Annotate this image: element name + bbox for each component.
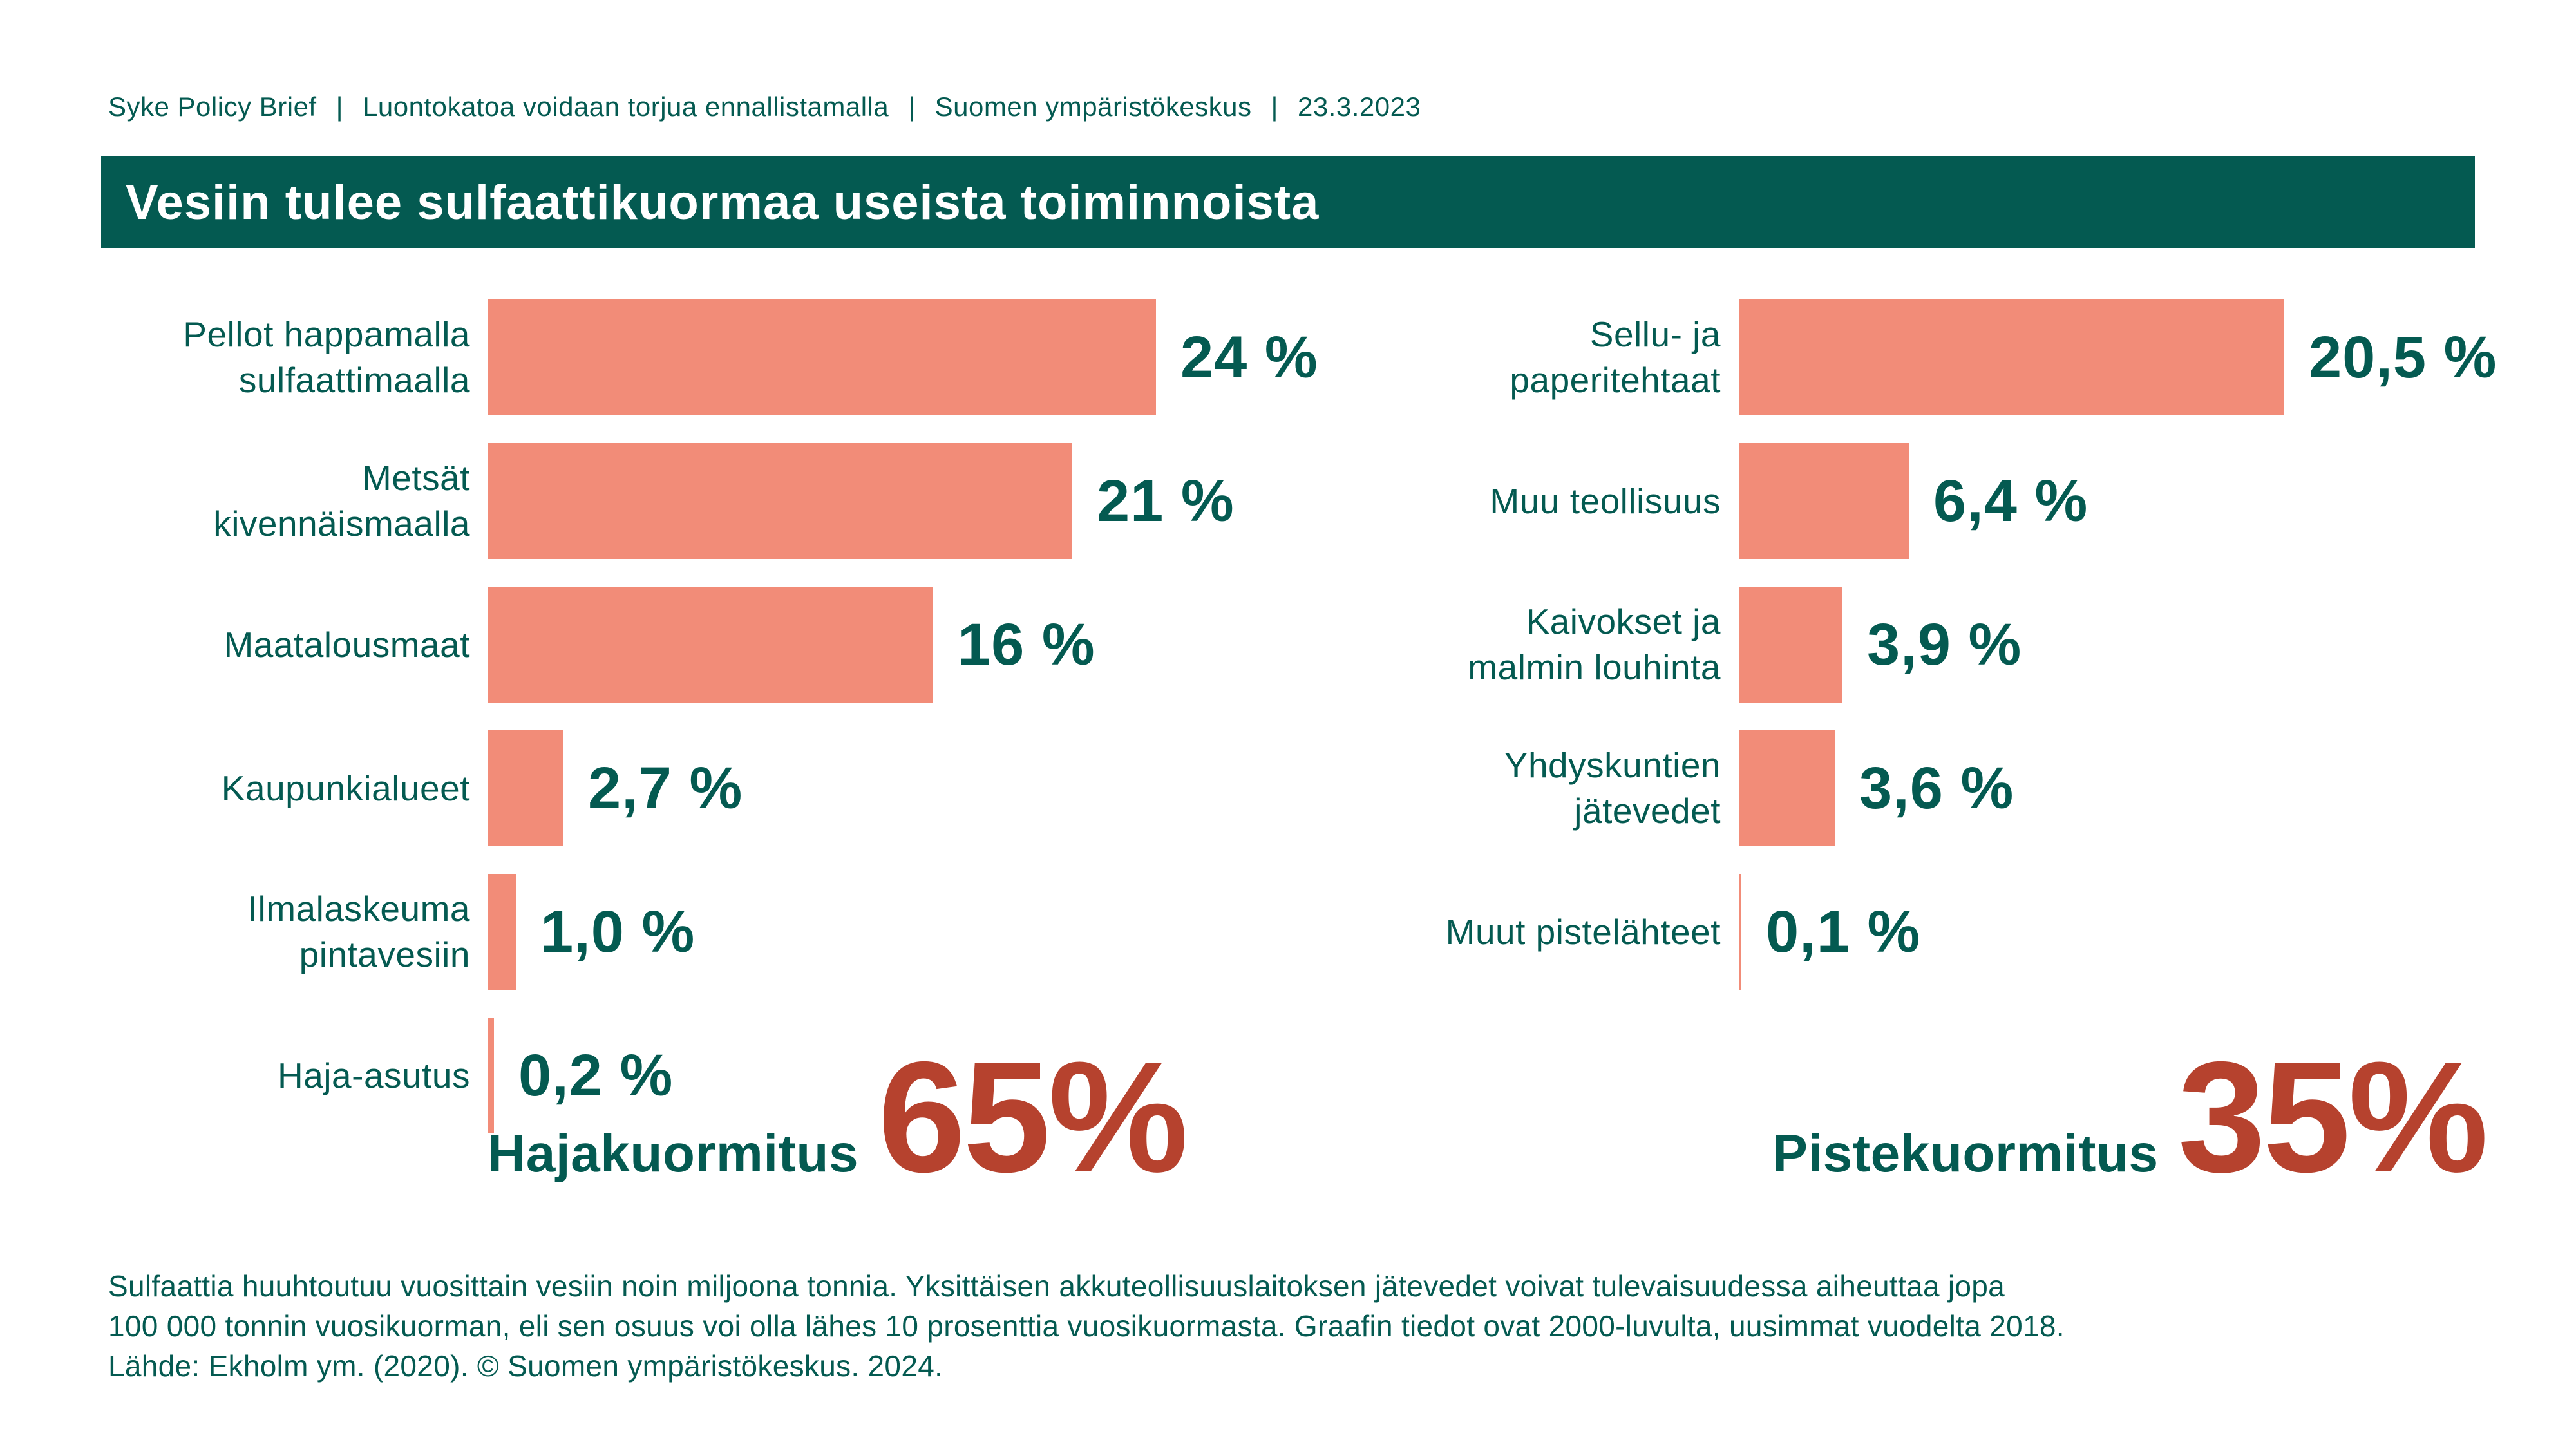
category-label: Ilmalaskeuma pintavesiin — [247, 889, 470, 974]
total-value-pistekuormitus: 35% — [2177, 1028, 2488, 1205]
bar — [488, 443, 1072, 559]
category-label: Yhdyskuntien jätevedet — [1504, 745, 1721, 831]
chart-row: Kaivokset ja malmin louhinta 3,9 % — [1391, 587, 2497, 703]
page-title: Vesiin tulee sulfaattikuormaa useista to… — [126, 175, 1320, 230]
total-label-pistekuormitus: Pistekuormitus — [1772, 1124, 2159, 1183]
chart-row: Metsät kivennäismaalla 21 % — [106, 443, 1318, 559]
value-label: 6,4 % — [1933, 468, 2088, 534]
value-label: 0,2 % — [518, 1042, 674, 1108]
value-label: 0,1 % — [1766, 898, 1921, 965]
value-label: 3,9 % — [1867, 611, 2022, 677]
chart-row: Pellot happamalla sulfaattimaalla 24 % — [106, 299, 1318, 415]
bar — [1739, 587, 1842, 703]
total-value-hajakuormitus: 65% — [878, 1028, 1188, 1205]
total-hajakuormitus: Hajakuormitus 65% — [488, 1028, 1188, 1205]
chart-row: Muut pistelähteet 0,1 % — [1391, 874, 2497, 990]
category-label: Kaivokset ja malmin louhinta — [1468, 601, 1721, 687]
chart-row: Ilmalaskeuma pintavesiin 1,0 % — [106, 874, 1318, 990]
total-label-hajakuormitus: Hajakuormitus — [488, 1124, 859, 1183]
bar — [488, 874, 516, 990]
bar — [488, 299, 1156, 415]
bar — [1739, 443, 1909, 559]
value-label: 21 % — [1097, 468, 1235, 534]
meta-segment: Syke Policy Brief — [108, 91, 317, 122]
category-label: Maatalousmaat — [223, 624, 470, 665]
category-label: Kaupunkialueet — [221, 768, 470, 808]
bar — [488, 730, 564, 846]
footer-line: 100 000 tonnin vuosikuorman, eli sen osu… — [108, 1309, 2065, 1343]
footer-line: Lähde: Ekholm ym. (2020). © Suomen ympär… — [108, 1349, 943, 1383]
meta-segment: Luontokatoa voidaan torjua ennallistamal… — [363, 91, 889, 122]
meta-segment: 23.3.2023 — [1297, 91, 1421, 122]
category-label: Sellu- ja paperitehtaat — [1510, 314, 1721, 400]
chart-row: Kaupunkialueet 2,7 % — [106, 730, 1318, 846]
category-label: Pellot happamalla sulfaattimaalla — [183, 314, 470, 400]
title-banner: Vesiin tulee sulfaattikuormaa useista to… — [101, 156, 2475, 248]
value-label: 16 % — [958, 611, 1095, 677]
category-label: Haja-asutus — [278, 1055, 470, 1095]
document-meta-header: Syke Policy Brief | Luontokatoa voidaan to… — [108, 91, 1421, 122]
footer-caption: Sulfaattia huuhtoutuu vuosittain vesiin … — [108, 1266, 2491, 1386]
value-label: 2,7 % — [588, 755, 743, 821]
chart-row: Maatalousmaat 16 % — [106, 587, 1318, 703]
chart-row: Muu teollisuus 6,4 % — [1391, 443, 2497, 559]
bar — [1739, 874, 1741, 990]
chart-row: Sellu- ja paperitehtaat 20,5 % — [1391, 299, 2497, 415]
chart-hajakuormitus: Pellot happamalla sulfaattimaalla 24 % Met… — [106, 299, 1318, 1161]
value-label: 20,5 % — [2309, 324, 2497, 390]
footer-line: Sulfaattia huuhtoutuu vuosittain vesiin … — [108, 1269, 2005, 1303]
category-label: Muut pistelähteet — [1445, 911, 1721, 952]
chart-pistekuormitus: Sellu- ja paperitehtaat 20,5 % Muu teollis… — [1391, 299, 2497, 1018]
bar — [1739, 299, 2284, 415]
meta-separator: | — [908, 91, 916, 122]
category-label: Metsät kivennäismaalla — [213, 458, 470, 544]
value-label: 1,0 % — [540, 898, 696, 965]
meta-separator: | — [1271, 91, 1278, 122]
bar — [488, 587, 933, 703]
value-label: 3,6 % — [1859, 755, 2014, 821]
chart-row: Haja-asutus 0,2 % — [106, 1018, 1318, 1133]
bar — [488, 1018, 494, 1133]
meta-separator: | — [336, 91, 344, 122]
bar — [1739, 730, 1835, 846]
meta-segment: Suomen ympäristökeskus — [934, 91, 1252, 122]
value-label: 24 % — [1180, 324, 1318, 390]
chart-row: Yhdyskuntien jätevedet 3,6 % — [1391, 730, 2497, 846]
total-pistekuormitus: Pistekuormitus 35% — [1772, 1028, 2488, 1205]
category-label: Muu teollisuus — [1490, 480, 1721, 521]
